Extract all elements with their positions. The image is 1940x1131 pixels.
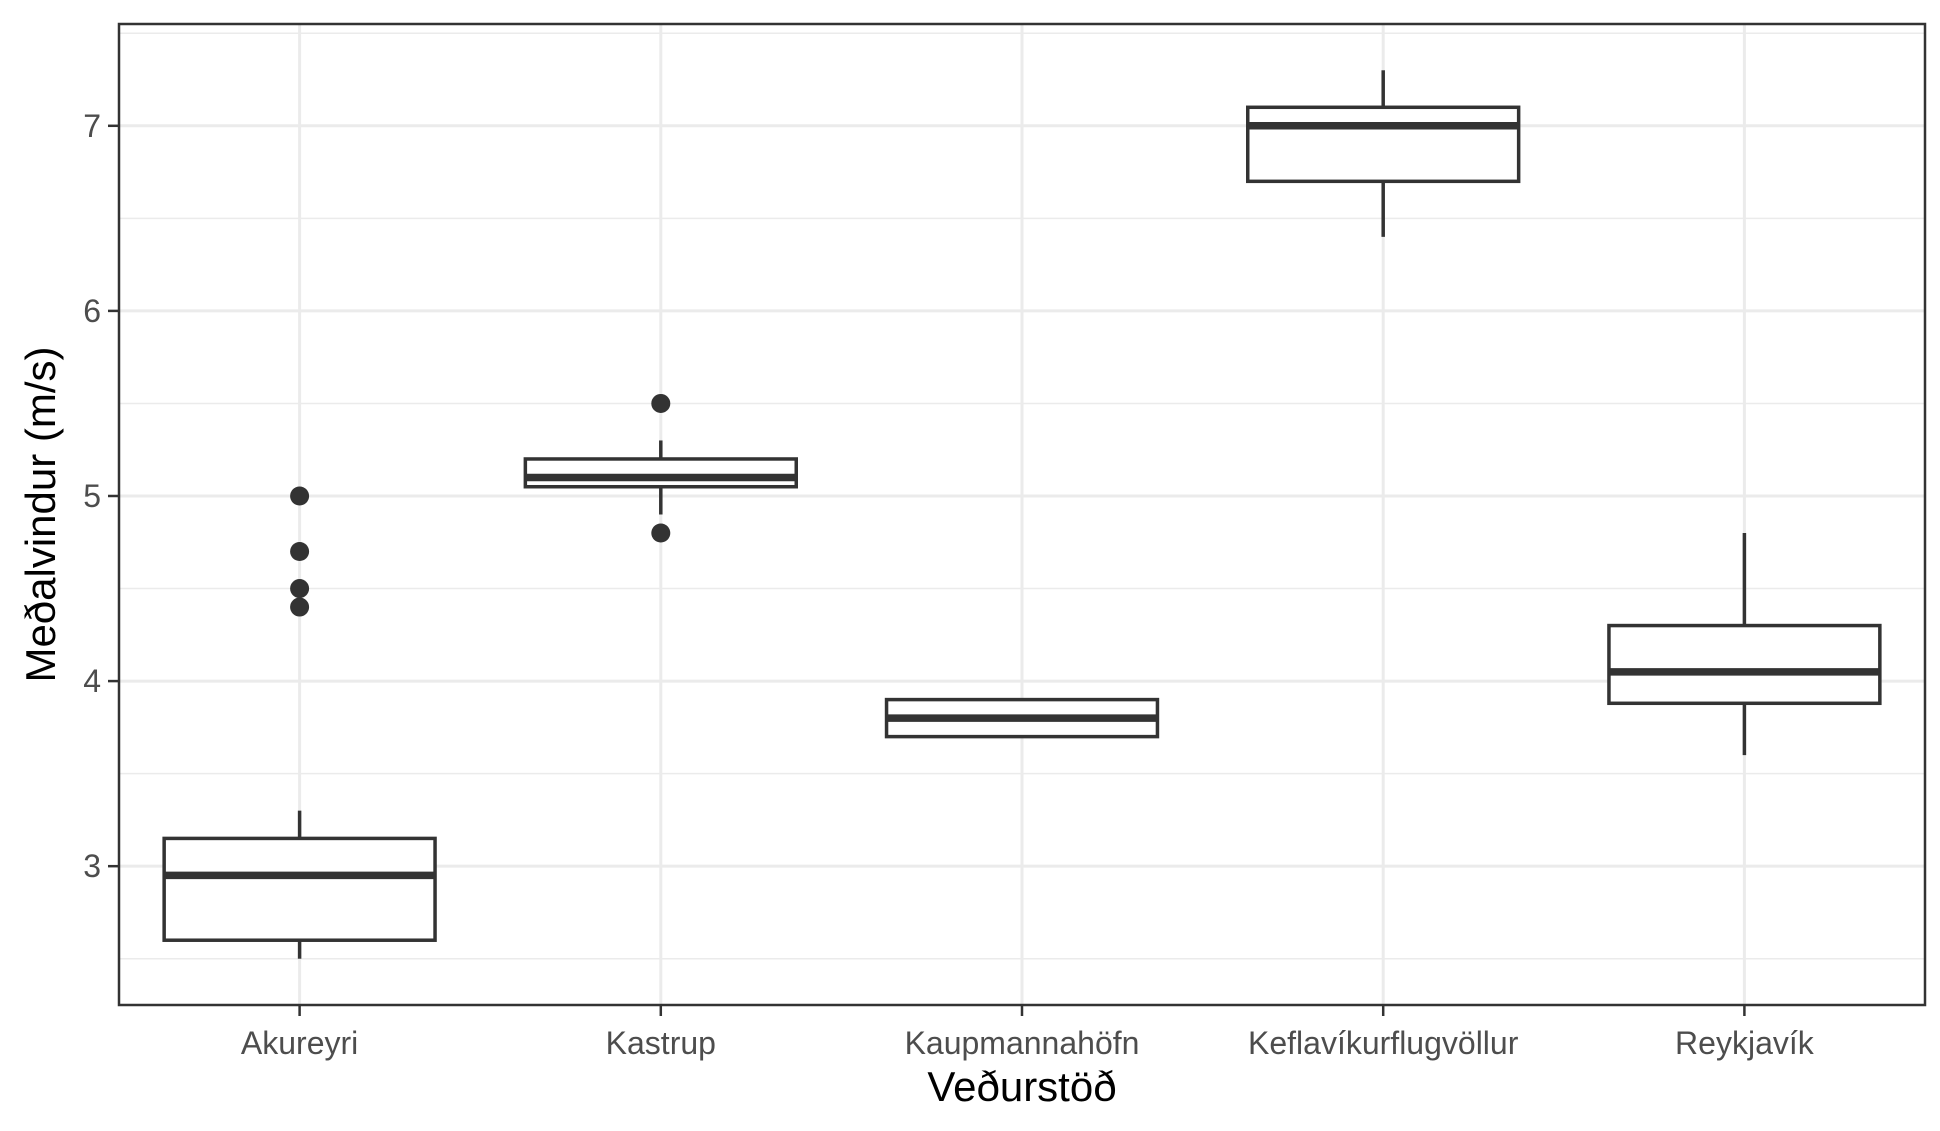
y-tick-label: 7 xyxy=(83,108,101,144)
box-iqr xyxy=(1607,623,1882,706)
outlier-point xyxy=(290,486,310,506)
outlier-point xyxy=(651,523,671,543)
x-tick-label: Akureyri xyxy=(241,1025,358,1061)
box-iqr xyxy=(162,836,437,942)
y-tick-label: 3 xyxy=(83,848,101,884)
boxes xyxy=(162,70,1882,959)
y-tick-label: 6 xyxy=(83,293,101,329)
x-tick-label: Kaupmannahöfn xyxy=(905,1025,1140,1061)
box-Keflavíkurflugvöllur xyxy=(1246,70,1521,237)
x-axis-title: Veðurstöð xyxy=(927,1063,1116,1110)
box-Kastrup xyxy=(523,393,798,543)
axes: 3 4 5 6 7 Akureyri Kastrup Kaupmannahöfn Keflaví… xyxy=(83,108,1815,1061)
box-iqr xyxy=(1246,105,1521,184)
outlier-point xyxy=(290,542,310,562)
box-Kaupmannahöfn xyxy=(884,697,1160,739)
y-tick-label: 5 xyxy=(83,478,101,514)
x-tick-label: Reykjavík xyxy=(1675,1025,1815,1061)
outlier-point xyxy=(290,579,310,599)
outlier-point xyxy=(651,393,671,413)
outlier-point xyxy=(290,597,310,617)
box-Reykjavík xyxy=(1607,533,1882,756)
x-tick-label: Kastrup xyxy=(606,1025,716,1061)
box-Akureyri xyxy=(162,486,437,959)
x-tick-label: Keflavíkurflugvöllur xyxy=(1248,1025,1519,1061)
y-axis-title: Meðalvindur (m/s) xyxy=(17,346,64,682)
y-tick-label: 4 xyxy=(83,663,101,699)
box-iqr xyxy=(523,457,798,489)
